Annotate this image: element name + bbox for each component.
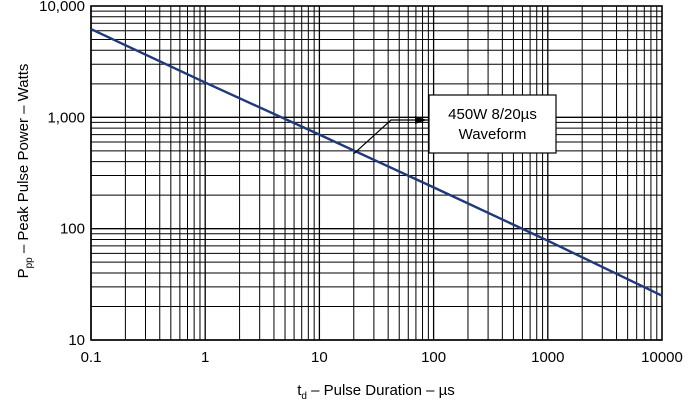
grid [90,6,662,341]
x-tick-label: 100 [421,349,446,366]
x-tick-labels: 0.1 1 10 100 1000 10000 [81,349,683,366]
annotation: 450W 8/20µs Waveform [353,94,557,155]
plot-frame [90,5,663,341]
x-axis-label-subscript: d [301,391,307,402]
y-tick-label: 100 [60,221,85,238]
annotation-leader-line [353,119,429,155]
x-axis-label-main: t [297,382,302,399]
series-line [90,28,663,297]
annotation-text-line-1: 450W 8/20µs [448,106,537,123]
x-axis-label: td – Pulse Duration – µs [297,382,455,402]
annotation-text-line-2: Waveform [459,126,527,143]
y-axis-label: Ppp – Peak Pulse Power – Watts [15,64,35,279]
x-tick-label: 10000 [641,349,683,366]
x-axis-label-rest: – Pulse Duration – µs [307,382,455,399]
y-axis-label-rest: – Peak Pulse Power – Watts [15,64,32,258]
y-tick-label: 10 [68,332,85,349]
x-tick-label: 1 [201,349,209,366]
x-tick-label: 10 [311,349,328,366]
x-tick-label: 0.1 [81,349,102,366]
y-axis-label-subscript: pp [24,257,35,269]
y-tick-label: 10,000 [39,0,85,15]
y-axis-label-main: P [15,268,32,278]
series-layer [90,28,663,297]
x-tick-label: 1000 [531,349,564,366]
y-tick-label: 1,000 [47,109,85,126]
annotation-arrowhead [415,116,427,124]
annotation-box [428,94,557,154]
y-tick-labels: 10 100 1,000 10,000 [39,0,85,349]
